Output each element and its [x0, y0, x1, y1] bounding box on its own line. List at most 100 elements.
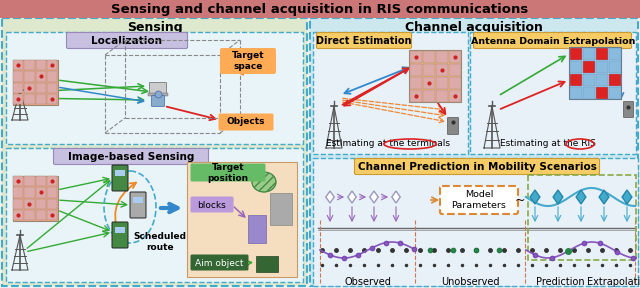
FancyBboxPatch shape: [115, 170, 125, 176]
Text: Estimating at the terminals: Estimating at the terminals: [326, 139, 450, 149]
FancyBboxPatch shape: [422, 63, 435, 75]
FancyBboxPatch shape: [54, 149, 209, 164]
FancyBboxPatch shape: [35, 71, 45, 82]
Polygon shape: [599, 190, 609, 204]
Text: Model
Parameters: Model Parameters: [452, 190, 506, 210]
FancyBboxPatch shape: [13, 175, 58, 221]
FancyBboxPatch shape: [24, 176, 35, 186]
Ellipse shape: [252, 172, 276, 192]
FancyBboxPatch shape: [2, 18, 307, 286]
FancyBboxPatch shape: [24, 198, 35, 209]
FancyBboxPatch shape: [410, 63, 422, 75]
FancyBboxPatch shape: [422, 90, 435, 101]
FancyBboxPatch shape: [6, 32, 303, 144]
Text: Estimating at the RIS: Estimating at the RIS: [500, 139, 596, 149]
Polygon shape: [622, 190, 632, 204]
FancyBboxPatch shape: [47, 176, 57, 186]
FancyBboxPatch shape: [570, 48, 582, 60]
FancyBboxPatch shape: [47, 198, 57, 209]
Text: Unobserved: Unobserved: [441, 277, 499, 287]
Text: Direct Estimation: Direct Estimation: [316, 36, 412, 46]
FancyBboxPatch shape: [313, 32, 468, 154]
FancyBboxPatch shape: [474, 33, 632, 48]
FancyBboxPatch shape: [133, 197, 143, 203]
FancyBboxPatch shape: [35, 94, 45, 104]
FancyBboxPatch shape: [187, 162, 297, 277]
FancyBboxPatch shape: [582, 86, 595, 98]
FancyBboxPatch shape: [609, 60, 621, 73]
Text: Localization: Localization: [92, 36, 163, 46]
FancyBboxPatch shape: [609, 73, 621, 86]
FancyBboxPatch shape: [115, 227, 125, 233]
FancyBboxPatch shape: [449, 63, 461, 75]
FancyBboxPatch shape: [570, 86, 582, 98]
Text: Sensing and channel acquisition in RIS communications: Sensing and channel acquisition in RIS c…: [111, 3, 529, 16]
Text: Target
position: Target position: [207, 163, 248, 183]
FancyBboxPatch shape: [447, 118, 458, 134]
FancyBboxPatch shape: [152, 96, 164, 107]
FancyBboxPatch shape: [47, 210, 57, 220]
FancyBboxPatch shape: [130, 192, 146, 218]
FancyBboxPatch shape: [13, 176, 23, 186]
FancyBboxPatch shape: [148, 93, 168, 96]
FancyBboxPatch shape: [47, 187, 57, 198]
FancyBboxPatch shape: [47, 82, 57, 93]
Text: ~: ~: [515, 194, 525, 206]
FancyBboxPatch shape: [0, 0, 640, 18]
FancyBboxPatch shape: [13, 210, 23, 220]
FancyBboxPatch shape: [24, 60, 35, 70]
FancyBboxPatch shape: [410, 90, 422, 101]
Polygon shape: [576, 190, 586, 204]
FancyBboxPatch shape: [24, 94, 35, 104]
FancyBboxPatch shape: [13, 187, 23, 198]
FancyBboxPatch shape: [449, 90, 461, 101]
Text: Image-based Sensing: Image-based Sensing: [68, 152, 194, 162]
Polygon shape: [392, 191, 400, 203]
FancyBboxPatch shape: [422, 77, 435, 88]
FancyBboxPatch shape: [35, 60, 45, 70]
FancyBboxPatch shape: [13, 82, 23, 93]
Text: Channel acquisition: Channel acquisition: [405, 20, 543, 33]
FancyBboxPatch shape: [435, 50, 447, 62]
Text: blocks: blocks: [198, 200, 227, 209]
Text: Aim object: Aim object: [195, 259, 243, 268]
FancyBboxPatch shape: [47, 60, 57, 70]
FancyBboxPatch shape: [248, 215, 266, 243]
FancyBboxPatch shape: [13, 60, 58, 105]
FancyBboxPatch shape: [595, 86, 607, 98]
FancyBboxPatch shape: [35, 187, 45, 198]
FancyBboxPatch shape: [470, 32, 636, 154]
FancyBboxPatch shape: [410, 50, 422, 62]
FancyBboxPatch shape: [582, 48, 595, 60]
FancyBboxPatch shape: [47, 94, 57, 104]
FancyBboxPatch shape: [422, 50, 435, 62]
FancyBboxPatch shape: [435, 77, 447, 88]
FancyBboxPatch shape: [595, 60, 607, 73]
FancyBboxPatch shape: [13, 198, 23, 209]
FancyBboxPatch shape: [595, 48, 607, 60]
FancyBboxPatch shape: [35, 198, 45, 209]
FancyBboxPatch shape: [35, 176, 45, 186]
FancyBboxPatch shape: [435, 63, 447, 75]
Text: Target
space: Target space: [232, 51, 264, 71]
FancyBboxPatch shape: [24, 82, 35, 93]
FancyBboxPatch shape: [13, 60, 23, 70]
FancyBboxPatch shape: [409, 50, 461, 102]
FancyBboxPatch shape: [150, 82, 166, 94]
FancyBboxPatch shape: [191, 255, 248, 270]
FancyBboxPatch shape: [191, 164, 266, 181]
FancyBboxPatch shape: [67, 33, 188, 48]
FancyBboxPatch shape: [609, 86, 621, 98]
Text: Observed: Observed: [344, 277, 392, 287]
FancyBboxPatch shape: [270, 193, 292, 225]
FancyBboxPatch shape: [6, 148, 303, 282]
FancyBboxPatch shape: [570, 73, 582, 86]
Polygon shape: [326, 191, 334, 203]
FancyBboxPatch shape: [570, 60, 582, 73]
FancyBboxPatch shape: [569, 47, 621, 99]
FancyBboxPatch shape: [449, 77, 461, 88]
Polygon shape: [553, 190, 563, 204]
Polygon shape: [370, 191, 378, 203]
FancyBboxPatch shape: [35, 82, 45, 93]
FancyBboxPatch shape: [218, 113, 273, 130]
